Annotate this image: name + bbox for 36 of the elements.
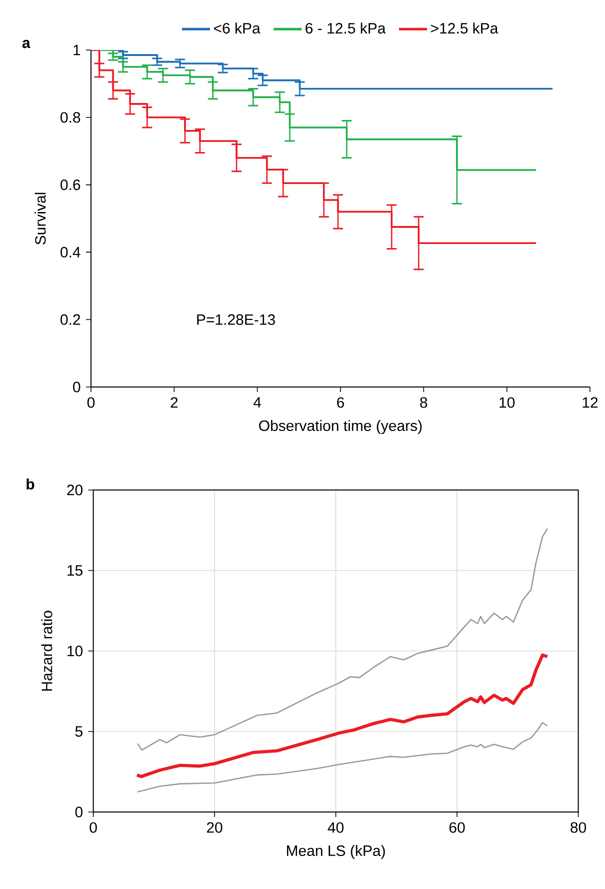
y-tick-label: 10 [68, 646, 82, 656]
y-tick-label: 0.4 [60, 246, 80, 258]
line-series [136, 722, 548, 793]
line-series [136, 528, 548, 751]
y-tick-label: 15 [68, 565, 82, 576]
x-tick-label: 20 [206, 822, 222, 833]
legend-label: <6 kPa [214, 22, 260, 34]
y-tick-label: 0 [75, 806, 83, 818]
legend-label: >12.5 kPa [430, 22, 498, 34]
x-tick-label: 40 [328, 822, 344, 833]
y-tick-label: 5 [75, 726, 82, 737]
y-axis-title: Survival [34, 192, 46, 244]
x-tick-label: 80 [570, 822, 586, 833]
x-tick-label: 10 [500, 397, 515, 408]
y-axis-title: Hazard ratio [41, 610, 52, 691]
y-tick-label: 20 [67, 484, 82, 496]
x-axis-title: Observation time (years) [259, 420, 422, 434]
x-tick-label: 0 [90, 822, 97, 833]
y-tick-label: 0.6 [60, 179, 80, 190]
line-series [135, 653, 549, 778]
y-tick-label: 0.8 [60, 112, 80, 123]
x-tick-label: 4 [254, 397, 262, 408]
x-tick-label: 6 [337, 397, 344, 408]
y-tick-label: 0 [73, 382, 80, 392]
chart-title: b [26, 478, 34, 490]
x-tick-label: 60 [449, 822, 465, 833]
x-tick-label: 0 [87, 397, 95, 408]
annotation: P=1.28E-13 [197, 314, 275, 325]
x-tick-label: 8 [420, 397, 428, 408]
chart-title: a [22, 40, 30, 48]
x-tick-label: 12 [582, 397, 598, 408]
x-axis-title: Mean LS (kPa) [286, 845, 385, 859]
legend-label: 6 - 12.5 kPa [306, 22, 386, 34]
y-tick-label: 0.2 [60, 314, 80, 325]
y-tick-label: 1 [74, 44, 80, 56]
x-tick-label: 2 [170, 397, 178, 408]
